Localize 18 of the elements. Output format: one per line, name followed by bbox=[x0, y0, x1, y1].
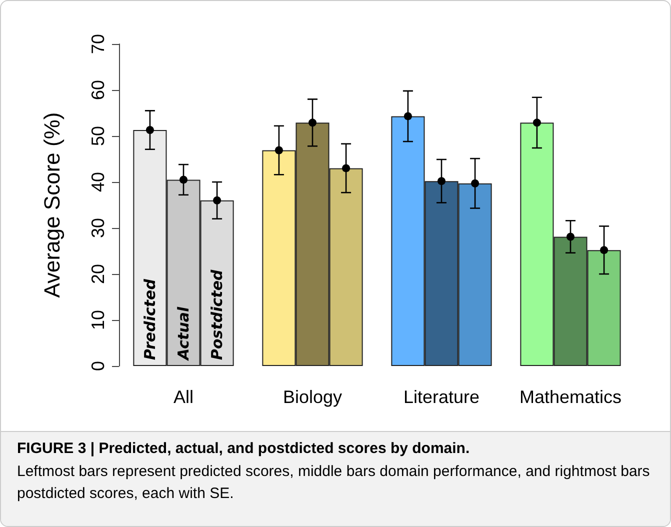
x-tick-label: Mathematics bbox=[519, 387, 622, 407]
y-tick-label: 70 bbox=[88, 34, 108, 54]
y-tick-label: 20 bbox=[88, 264, 108, 284]
series-label: Predicted bbox=[140, 278, 159, 360]
y-tick-label: 30 bbox=[88, 218, 108, 238]
x-tick-label: Literature bbox=[403, 387, 480, 407]
y-tick-label: 10 bbox=[88, 310, 108, 330]
x-tick-label: Biology bbox=[282, 387, 342, 407]
y-axis-title: Average Score (%) bbox=[40, 112, 64, 298]
series-label: Actual bbox=[174, 306, 192, 361]
text: Leftmost bars represent predicted scores, middle bars domain performance, and rightmost bars postdicted scores, each with SE. bbox=[17, 462, 651, 504]
y-tick-label: 60 bbox=[88, 80, 108, 100]
y-tick-label: 50 bbox=[88, 126, 108, 146]
x-tick-label: All bbox=[173, 387, 194, 407]
y-tick-label: 0 bbox=[88, 360, 108, 372]
text: FIGURE 3 | Predicted, actual, and postdicted scores by domain. bbox=[17, 440, 471, 457]
series-label: Postdicted bbox=[208, 269, 226, 360]
y-tick-label: 40 bbox=[88, 172, 108, 192]
